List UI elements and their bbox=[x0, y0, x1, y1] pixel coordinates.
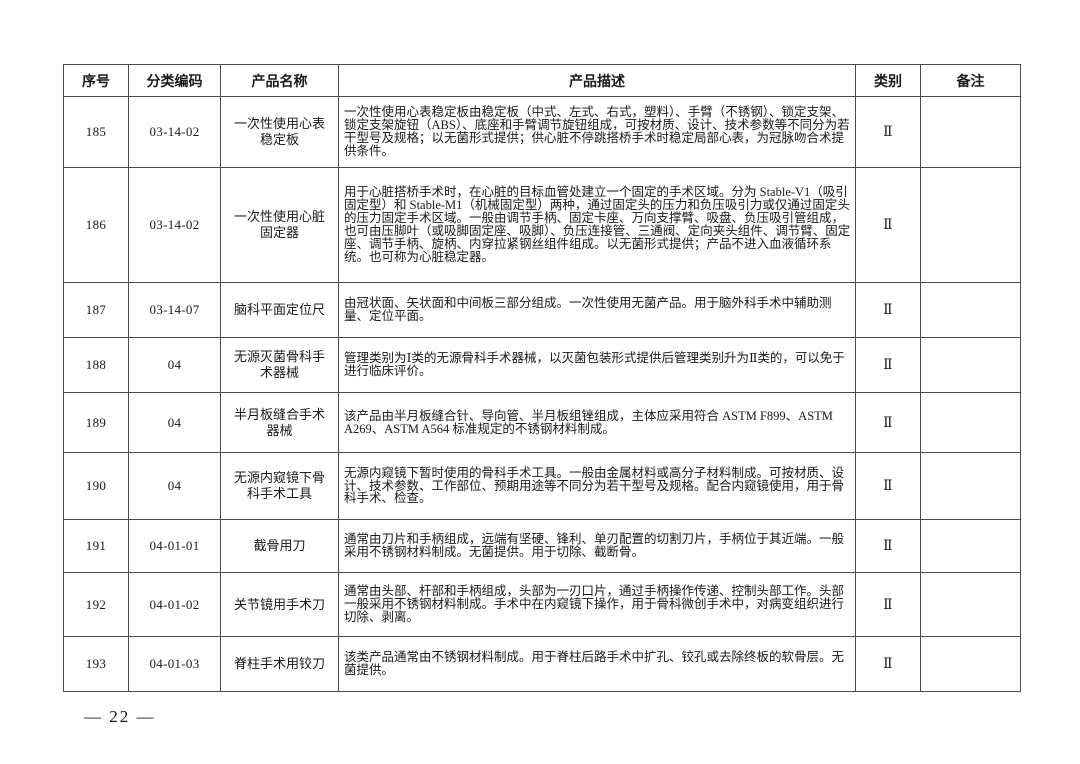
table-row: 186 03-14-02 一次性使用心脏固定器 用于心脏搭桥手术时，在心脏的目标… bbox=[63, 167, 1021, 283]
table-row: 192 04-01-02 关节镜用手术刀 通常由头部、杆部和手柄组成，头部为一刃… bbox=[63, 572, 1021, 637]
classification-code: 04-01-02 bbox=[128, 572, 221, 637]
table-header-row: 序号 分类编码 产品名称 产品描述 类别 备注 bbox=[63, 64, 1021, 97]
classification-code: 03-14-07 bbox=[128, 282, 221, 338]
col-header-remark: 备注 bbox=[920, 64, 1021, 97]
category-value: Ⅱ bbox=[855, 167, 921, 283]
product-name: 无源内窥镜下骨科手术工具 bbox=[220, 452, 339, 520]
remark-cell bbox=[920, 452, 1021, 520]
classification-code: 04-01-03 bbox=[128, 636, 221, 692]
product-name: 关节镜用手术刀 bbox=[220, 572, 339, 637]
remark-cell bbox=[920, 337, 1021, 393]
classification-code: 03-14-02 bbox=[128, 167, 221, 283]
serial-number: 185 bbox=[63, 96, 129, 168]
page-number: — 22 — bbox=[84, 707, 156, 726]
table-row: 189 04 半月板缝合手术器械 该产品由半月板缝合针、导向管、半月板组锉组成，… bbox=[63, 392, 1021, 453]
category-value: Ⅱ bbox=[855, 96, 921, 168]
table-row: 185 03-14-02 一次性使用心表稳定板 一次性使用心表稳定板由稳定板（中… bbox=[63, 96, 1021, 168]
serial-number: 186 bbox=[63, 167, 129, 283]
serial-number: 192 bbox=[63, 572, 129, 637]
product-description: 通常由头部、杆部和手柄组成，头部为一刃口片，通过手柄操作传递、控制头部工作。头部… bbox=[338, 572, 856, 637]
category-value: Ⅱ bbox=[855, 452, 921, 520]
col-header-name: 产品名称 bbox=[220, 64, 339, 97]
classification-code: 04 bbox=[128, 392, 221, 453]
serial-number: 189 bbox=[63, 392, 129, 453]
product-name: 一次性使用心脏固定器 bbox=[220, 167, 339, 283]
category-value: Ⅱ bbox=[855, 519, 921, 573]
classification-code: 03-14-02 bbox=[128, 96, 221, 168]
remark-cell bbox=[920, 519, 1021, 573]
table-row: 187 03-14-07 脑科平面定位尺 由冠状面、矢状面和中间板三部分组成。一… bbox=[63, 282, 1021, 338]
category-value: Ⅱ bbox=[855, 636, 921, 692]
classification-code: 04 bbox=[128, 337, 221, 393]
remark-cell bbox=[920, 572, 1021, 637]
remark-cell bbox=[920, 96, 1021, 168]
table-row: 193 04-01-03 脊柱手术用铰刀 该类产品通常由不锈钢材料制成。用于脊柱… bbox=[63, 636, 1021, 692]
serial-number: 187 bbox=[63, 282, 129, 338]
table-row: 188 04 无源灭菌骨科手术器械 管理类别为Ⅰ类的无源骨科手术器械，以灭菌包装… bbox=[63, 337, 1021, 393]
product-name: 无源灭菌骨科手术器械 bbox=[220, 337, 339, 393]
product-description: 该产品由半月板缝合针、导向管、半月板组锉组成，主体应采用符合 ASTM F899… bbox=[338, 392, 856, 453]
remark-cell bbox=[920, 282, 1021, 338]
table-row: 190 04 无源内窥镜下骨科手术工具 无源内窥镜下暂时使用的骨科手术工具。一般… bbox=[63, 452, 1021, 520]
category-value: Ⅱ bbox=[855, 392, 921, 453]
category-value: Ⅱ bbox=[855, 337, 921, 393]
col-header-code: 分类编码 bbox=[128, 64, 221, 97]
col-header-description: 产品描述 bbox=[338, 64, 856, 97]
product-description: 管理类别为Ⅰ类的无源骨科手术器械，以灭菌包装形式提供后管理类别升为Ⅱ类的，可以免… bbox=[338, 337, 856, 393]
product-name: 半月板缝合手术器械 bbox=[220, 392, 339, 453]
product-name: 脊柱手术用铰刀 bbox=[220, 636, 339, 692]
remark-cell bbox=[920, 167, 1021, 283]
classification-code: 04-01-01 bbox=[128, 519, 221, 573]
remark-cell bbox=[920, 636, 1021, 692]
product-description: 通常由刀片和手柄组成，远端有坚硬、锋利、单刃配置的切割刀片，手柄位于其近端。一般… bbox=[338, 519, 856, 573]
remark-cell bbox=[920, 392, 1021, 453]
product-description: 一次性使用心表稳定板由稳定板（中式、左式、右式，塑料）、手臂（不锈钢）、锁定支架… bbox=[338, 96, 856, 168]
product-description: 用于心脏搭桥手术时，在心脏的目标血管处建立一个固定的手术区域。分为 Stable… bbox=[338, 167, 856, 283]
product-name: 一次性使用心表稳定板 bbox=[220, 96, 339, 168]
serial-number: 190 bbox=[63, 452, 129, 520]
serial-number: 193 bbox=[63, 636, 129, 692]
product-description: 无源内窥镜下暂时使用的骨科手术工具。一般由金属材料或高分子材料制成。可按材质、设… bbox=[338, 452, 856, 520]
classification-table: 序号 分类编码 产品名称 产品描述 类别 备注 185 03-14-02 一次性… bbox=[63, 64, 1021, 692]
category-value: Ⅱ bbox=[855, 572, 921, 637]
product-description: 由冠状面、矢状面和中间板三部分组成。一次性使用无菌产品。用于脑外科手术中辅助测量… bbox=[338, 282, 856, 338]
classification-code: 04 bbox=[128, 452, 221, 520]
table-row: 191 04-01-01 截骨用刀 通常由刀片和手柄组成，远端有坚硬、锋利、单刃… bbox=[63, 519, 1021, 573]
product-name: 截骨用刀 bbox=[220, 519, 339, 573]
product-description: 该类产品通常由不锈钢材料制成。用于脊柱后路手术中扩孔、铰孔或去除终板的软骨层。无… bbox=[338, 636, 856, 692]
col-header-serial: 序号 bbox=[63, 64, 129, 97]
col-header-category: 类别 bbox=[855, 64, 921, 97]
category-value: Ⅱ bbox=[855, 282, 921, 338]
serial-number: 188 bbox=[63, 337, 129, 393]
product-name: 脑科平面定位尺 bbox=[220, 282, 339, 338]
serial-number: 191 bbox=[63, 519, 129, 573]
